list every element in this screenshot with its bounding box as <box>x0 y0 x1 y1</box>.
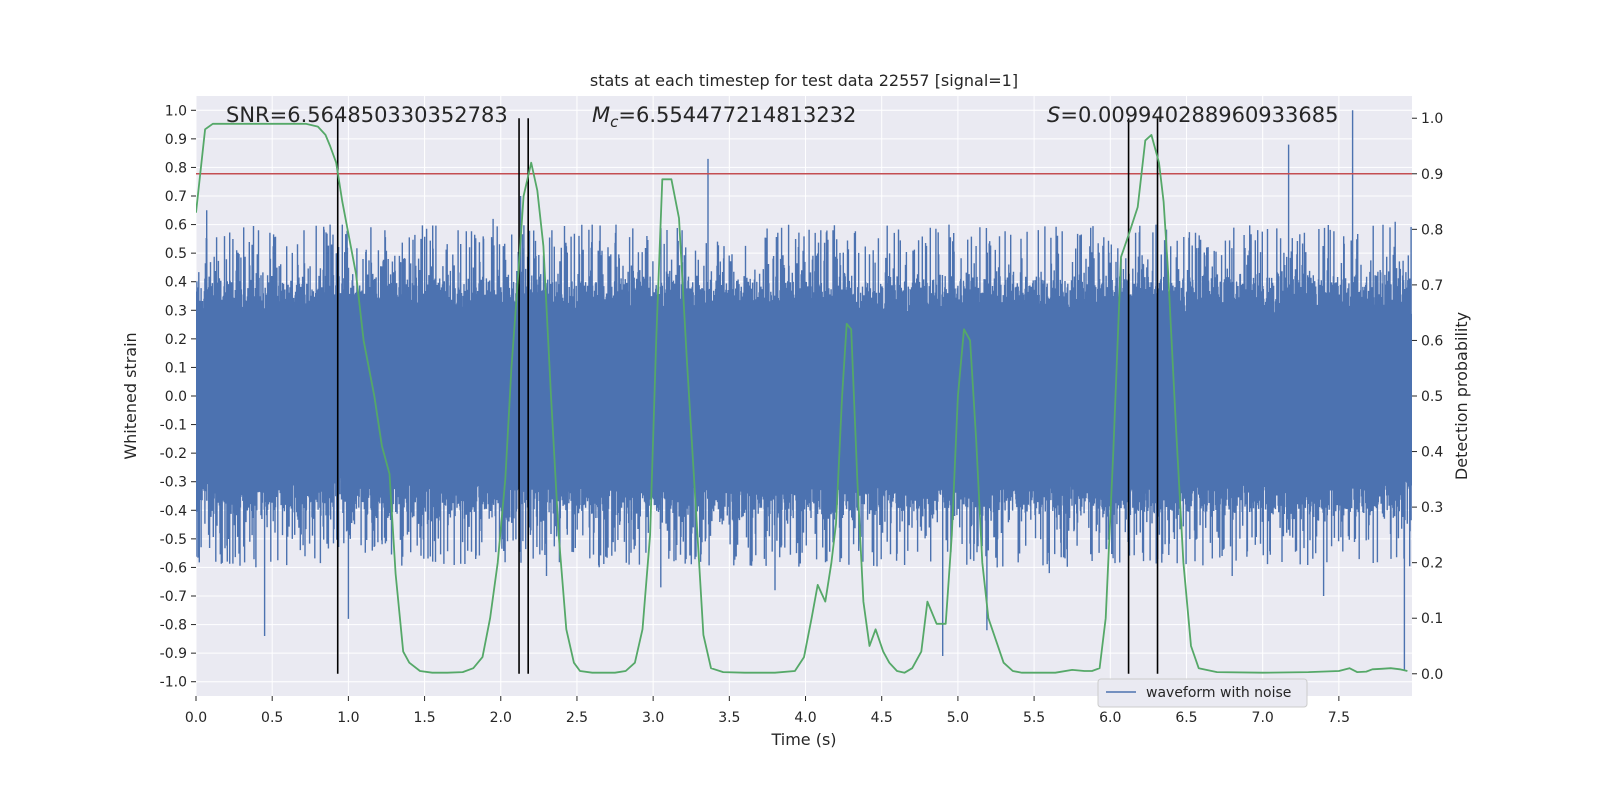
y-axis-left-ticks: 1.0 0.9 0.8 0.7 0.6 0.5 0.4 0.3 0.2 0.1 0.0 -0.1 -0.… <box>160 103 196 691</box>
x-tick-label-8: 4.0 <box>794 710 816 726</box>
series-detection-probability <box>196 122 1408 674</box>
y-right-tick-label-8: 0.2 <box>1421 556 1443 572</box>
y-left-tick-label-10: 0.0 <box>165 389 187 405</box>
legend: waveform with noise <box>1097 678 1308 708</box>
x-tick-label-10: 5.0 <box>947 710 969 726</box>
y-left-tick-label-2: 0.8 <box>165 160 187 176</box>
y-left-tick-label-3: 0.7 <box>165 189 187 205</box>
x-tick-label-13: 6.5 <box>1175 710 1197 726</box>
chirp-mass-symbol: M <box>592 103 610 127</box>
x-tick-label-14: 7.0 <box>1252 710 1274 726</box>
y-left-tick-label-4: 0.6 <box>165 218 187 234</box>
vertical-markers <box>336 118 1159 674</box>
y-left-tick-label-0: 1.0 <box>165 103 187 119</box>
y-right-tick-label-2: 0.8 <box>1421 222 1443 238</box>
y-right-tick-label-0: 1.0 <box>1421 111 1443 127</box>
s-annotation: S=0.009940288960933685 <box>1047 103 1338 127</box>
y-right-tick-label-5: 0.5 <box>1421 389 1443 405</box>
y-right-tick-label-9: 0.1 <box>1421 611 1443 627</box>
y-right-tick-label-4: 0.6 <box>1421 333 1443 349</box>
y-left-tick-label-8: 0.2 <box>165 332 187 348</box>
y-right-tick-label-1: 0.9 <box>1421 167 1443 183</box>
y-left-tick-label-20: -1.0 <box>160 675 187 691</box>
x-tick-label-15: 7.5 <box>1328 710 1350 726</box>
x-tick-label-11: 5.5 <box>1023 710 1045 726</box>
y-left-tick-label-7: 0.3 <box>165 303 187 319</box>
y-left-tick-label-14: -0.4 <box>160 503 187 519</box>
y-left-tick-label-9: 0.1 <box>165 360 187 376</box>
y-axis-right-label: Detection probability <box>1452 312 1471 480</box>
y-axis-right-ticks: 1.0 0.9 0.8 0.7 0.6 0.5 0.4 0.3 0.2 0.1 0.0 <box>1412 111 1443 683</box>
y-left-tick-label-6: 0.4 <box>165 275 187 291</box>
x-tick-label-5: 2.5 <box>566 710 588 726</box>
x-tick-label-7: 3.5 <box>718 710 740 726</box>
y-right-tick-label-6: 0.4 <box>1421 445 1443 461</box>
y-left-tick-label-15: -0.5 <box>160 532 187 548</box>
y-left-tick-label-16: -0.6 <box>160 560 187 576</box>
y-left-tick-label-17: -0.7 <box>160 589 187 605</box>
chirp-mass-subscript: c <box>610 113 619 131</box>
x-tick-label-2: 1.0 <box>337 710 359 726</box>
chirp-mass-value: =6.554477214813232 <box>618 103 856 127</box>
y-right-tick-label-10: 0.0 <box>1421 667 1443 683</box>
probability-line <box>196 122 1408 674</box>
y-left-tick-label-18: -0.8 <box>160 618 187 634</box>
y-left-tick-label-1: 0.9 <box>165 132 187 148</box>
y-left-tick-label-12: -0.2 <box>160 446 187 462</box>
s-symbol: S <box>1047 103 1060 127</box>
y-right-tick-label-3: 0.7 <box>1421 278 1443 294</box>
x-tick-label-6: 3.0 <box>642 710 664 726</box>
x-axis-label: Time (s) <box>770 730 836 749</box>
x-axis-ticks: 0.0 0.5 1.0 1.5 2.0 2.5 3.0 3.5 4.0 4.5 5.0 5.5 6.0 6… <box>185 696 1350 726</box>
x-tick-label-3: 1.5 <box>413 710 435 726</box>
y-left-tick-label-13: -0.3 <box>160 475 187 491</box>
legend-box <box>1097 678 1308 708</box>
chirp-mass-annotation: Mc=6.554477214813232 <box>592 103 856 131</box>
y-left-tick-label-5: 0.5 <box>165 246 187 262</box>
x-tick-label-4: 2.0 <box>490 710 512 726</box>
waveform-trace <box>196 110 1412 671</box>
x-tick-label-12: 6.0 <box>1099 710 1121 726</box>
s-value: =0.009940288960933685 <box>1060 103 1338 127</box>
y-left-tick-label-19: -0.9 <box>160 646 187 662</box>
series-waveform-with-noise <box>196 110 1412 671</box>
y-right-tick-label-7: 0.3 <box>1421 500 1443 516</box>
snr-annotation: SNR=6.564850330352783 <box>226 103 508 127</box>
x-tick-label-9: 4.5 <box>871 710 893 726</box>
legend-entry-waveform: waveform with noise <box>1146 685 1291 701</box>
x-tick-label-0: 0.0 <box>185 710 207 726</box>
y-axis-left-label: Whitened strain <box>121 332 140 459</box>
x-tick-label-1: 0.5 <box>261 710 283 726</box>
chart-title: stats at each timestep for test data 225… <box>590 71 1018 90</box>
y-left-tick-label-11: -0.1 <box>160 418 187 434</box>
